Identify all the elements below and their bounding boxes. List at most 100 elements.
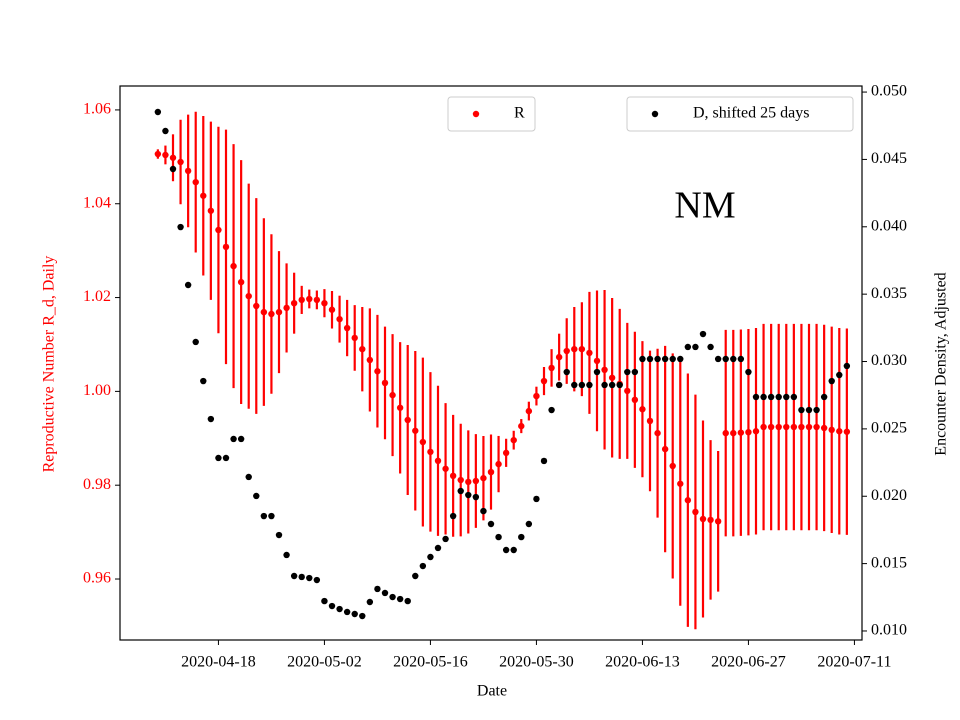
point (389, 391, 396, 399)
point (449, 512, 457, 520)
point (813, 406, 820, 414)
point (555, 353, 563, 361)
point (290, 572, 298, 580)
point (510, 546, 517, 554)
y-tick-label: 1.00 (83, 382, 111, 399)
y-tick-label: 0.96 (83, 570, 111, 587)
y-tick-label: 1.02 (83, 288, 111, 305)
point (480, 507, 487, 515)
point (745, 368, 752, 376)
point (366, 356, 374, 364)
point (207, 415, 215, 423)
point (381, 589, 389, 597)
point (381, 379, 389, 387)
point (616, 381, 623, 389)
point (654, 355, 661, 363)
point (555, 381, 563, 389)
point (237, 435, 245, 443)
point (502, 546, 510, 554)
point (730, 355, 737, 363)
point (343, 324, 351, 332)
point (169, 154, 177, 161)
point (836, 428, 843, 435)
point (767, 423, 775, 431)
y-tick-label: 0.98 (83, 476, 111, 493)
point (571, 345, 578, 353)
point (328, 602, 336, 610)
point (790, 423, 798, 431)
point (177, 223, 184, 231)
point (593, 368, 601, 376)
point (162, 151, 169, 159)
point (359, 612, 366, 620)
point (412, 427, 419, 434)
point (396, 404, 404, 411)
point (571, 381, 578, 389)
point (321, 299, 328, 307)
point (624, 387, 631, 395)
point (480, 474, 487, 482)
point (646, 417, 654, 425)
point (661, 445, 669, 453)
point (518, 533, 525, 541)
point (298, 573, 305, 581)
point (805, 423, 813, 431)
point (669, 355, 676, 363)
point (518, 422, 525, 430)
y2-tick-label: 0.035 (871, 285, 907, 302)
point (677, 480, 684, 487)
point (260, 512, 268, 520)
point (321, 597, 328, 605)
point (336, 605, 343, 613)
point (306, 574, 313, 582)
point (836, 371, 843, 379)
point (548, 364, 555, 372)
legend-label: R (514, 105, 525, 122)
x-tick-label: 2020-05-30 (499, 654, 574, 671)
point (449, 472, 457, 480)
point (283, 304, 290, 312)
point (154, 108, 162, 116)
point (222, 454, 230, 462)
point (298, 296, 305, 304)
point (245, 473, 252, 481)
point (540, 457, 548, 465)
point (495, 533, 502, 541)
point (275, 308, 283, 316)
point (798, 406, 805, 414)
point (222, 243, 230, 251)
point (374, 368, 381, 375)
point (631, 396, 639, 404)
point (487, 468, 495, 476)
point (215, 226, 222, 234)
point (798, 423, 805, 431)
point (593, 357, 601, 365)
point (684, 343, 692, 351)
point (654, 429, 661, 437)
point (843, 428, 851, 435)
point (843, 362, 851, 370)
point (374, 585, 381, 593)
point (578, 381, 586, 389)
point (245, 292, 252, 300)
point (313, 296, 321, 304)
point (608, 374, 616, 381)
point (184, 167, 192, 175)
y-axis-label: Reproductive Number R_d, Daily (41, 256, 58, 473)
point (767, 393, 775, 401)
point (790, 393, 798, 401)
point (465, 478, 472, 486)
point (805, 406, 813, 414)
point (359, 345, 366, 353)
point (313, 576, 321, 584)
point (283, 551, 290, 559)
point (336, 315, 343, 323)
point (533, 495, 540, 503)
point (601, 381, 608, 389)
point (457, 487, 464, 495)
point (419, 562, 427, 570)
point (820, 393, 828, 401)
point (631, 368, 639, 376)
point (722, 429, 729, 437)
